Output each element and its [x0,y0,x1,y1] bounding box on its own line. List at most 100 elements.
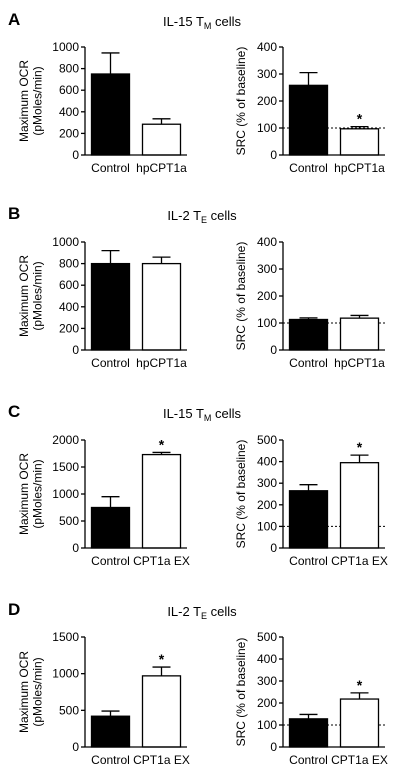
x-tick-label: Control [289,356,328,370]
y-tick-label: 500 [257,630,277,644]
y-tick-label: 400 [59,300,79,314]
y-tick-label: 200 [59,321,79,335]
panel-title-main: IL-15 T [163,406,204,421]
x-tick-label: Control [91,753,130,767]
x-tick-label: CPT1a EX [133,753,190,767]
y-tick-label: 500 [59,514,79,528]
panel-title-tail: cells [207,208,237,223]
y-tick-label: 200 [257,498,277,512]
bar [90,506,131,549]
panel-letter: B [8,204,20,223]
y-tick-label: 100 [257,718,277,732]
panel-title: IL-15 TM cells [163,406,242,423]
x-tick-label: Control [91,356,130,370]
y-axis-label: Maximum OCR(pMoles/min) [17,651,45,733]
x-tick-label: CPT1a EX [331,753,388,767]
bar [339,462,380,549]
panel-c-header: C IL-15 TM cells [8,402,242,423]
panel-title: IL-2 TE cells [167,208,237,225]
panel-title-tail: cells [211,14,241,29]
panel-a-header: A IL-15 TM cells [8,10,242,31]
y-tick-label: 1000 [52,40,79,54]
y-axis-label-line: SRC (% of baseline) [234,242,248,351]
bar [141,453,182,549]
y-tick-label: 1500 [52,630,79,644]
y-axis-label-line: SRC (% of baseline) [234,47,248,156]
panel-letter: C [8,402,20,421]
y-tick-label: 800 [59,257,79,271]
panel-title-subscript: M [204,413,212,423]
chart-c-right: Control * CPT1a EX 0 100 200 300 400 500 SRC (% o… [234,433,388,568]
y-axis-label-line: Maximum OCR [17,60,31,142]
chart-a-right: Control * hpCPT1a 0 100 200 300 400 SRC (% of ba… [234,40,385,175]
y-tick-label: 100 [257,316,277,330]
panel-d-header: D IL-2 TE cells [8,600,237,621]
y-tick-label: 300 [257,262,277,276]
bar [141,123,182,156]
x-tick-label: Control [289,554,328,568]
y-tick-label: 400 [257,40,277,54]
y-tick-label: 0 [72,148,79,162]
y-axis-label: SRC (% of baseline) [234,638,248,747]
y-tick-label: 600 [59,278,79,292]
panel-letter: A [8,10,20,29]
bar [90,262,131,351]
y-tick-label: 0 [72,343,79,357]
y-tick-label: 400 [257,652,277,666]
y-tick-label: 300 [257,67,277,81]
significance-mark: * [357,111,363,127]
x-tick-label: Control [91,161,130,175]
y-axis-label-line: SRC (% of baseline) [234,638,248,747]
y-tick-label: 400 [257,455,277,469]
significance-mark: * [357,677,363,693]
x-tick-label: Control [91,554,130,568]
y-tick-label: 0 [270,541,277,555]
x-tick-label: Control [289,161,328,175]
panel-title-subscript: E [201,215,207,225]
y-tick-label: 300 [257,476,277,490]
bar [288,84,329,156]
bar [90,715,131,748]
y-tick-label: 500 [257,433,277,447]
y-tick-label: 1000 [52,487,79,501]
y-axis-label-line: (pMoles/min) [31,657,45,726]
y-tick-label: 0 [270,148,277,162]
y-axis-label: Maximum OCR(pMoles/min) [17,453,45,535]
bar [141,675,182,748]
panel-b-header: B IL-2 TE cells [8,204,237,225]
y-tick-label: 100 [257,121,277,135]
significance-mark: * [159,651,165,667]
y-tick-label: 400 [257,235,277,249]
y-tick-label: 0 [270,343,277,357]
panel-title-subscript: E [201,611,207,621]
chart-a-left: Control hpCPT1a 0 200 400 600 800 1000 Maximum O… [17,40,187,175]
x-tick-label: CPT1a EX [133,554,190,568]
y-axis-label: SRC (% of baseline) [234,47,248,156]
panel-letter: D [8,600,20,619]
bar [339,128,380,156]
y-tick-label: 500 [59,703,79,717]
chart-d-right: Control * CPT1a EX 0 100 200 300 400 500 SRC (% o… [234,630,388,767]
panel-title-main: IL-15 T [163,14,204,29]
y-tick-label: 0 [72,541,79,555]
bar [339,317,380,351]
y-tick-label: 600 [59,83,79,97]
y-tick-label: 1000 [52,235,79,249]
y-tick-label: 200 [257,94,277,108]
y-axis-label: Maximum OCR(pMoles/min) [17,255,45,337]
y-tick-label: 1500 [52,460,79,474]
bar [288,318,329,351]
y-tick-label: 400 [59,105,79,119]
x-tick-label: hpCPT1a [136,161,187,175]
y-tick-label: 2000 [52,433,79,447]
y-tick-label: 200 [257,289,277,303]
significance-mark: * [357,439,363,455]
y-tick-label: 0 [72,740,79,754]
panel-title-main: IL-2 T [167,208,201,223]
x-tick-label: CPT1a EX [331,554,388,568]
y-axis-label-line: Maximum OCR [17,453,31,535]
bar [288,718,329,748]
y-axis-label: Maximum OCR(pMoles/min) [17,60,45,142]
y-tick-label: 200 [59,126,79,140]
